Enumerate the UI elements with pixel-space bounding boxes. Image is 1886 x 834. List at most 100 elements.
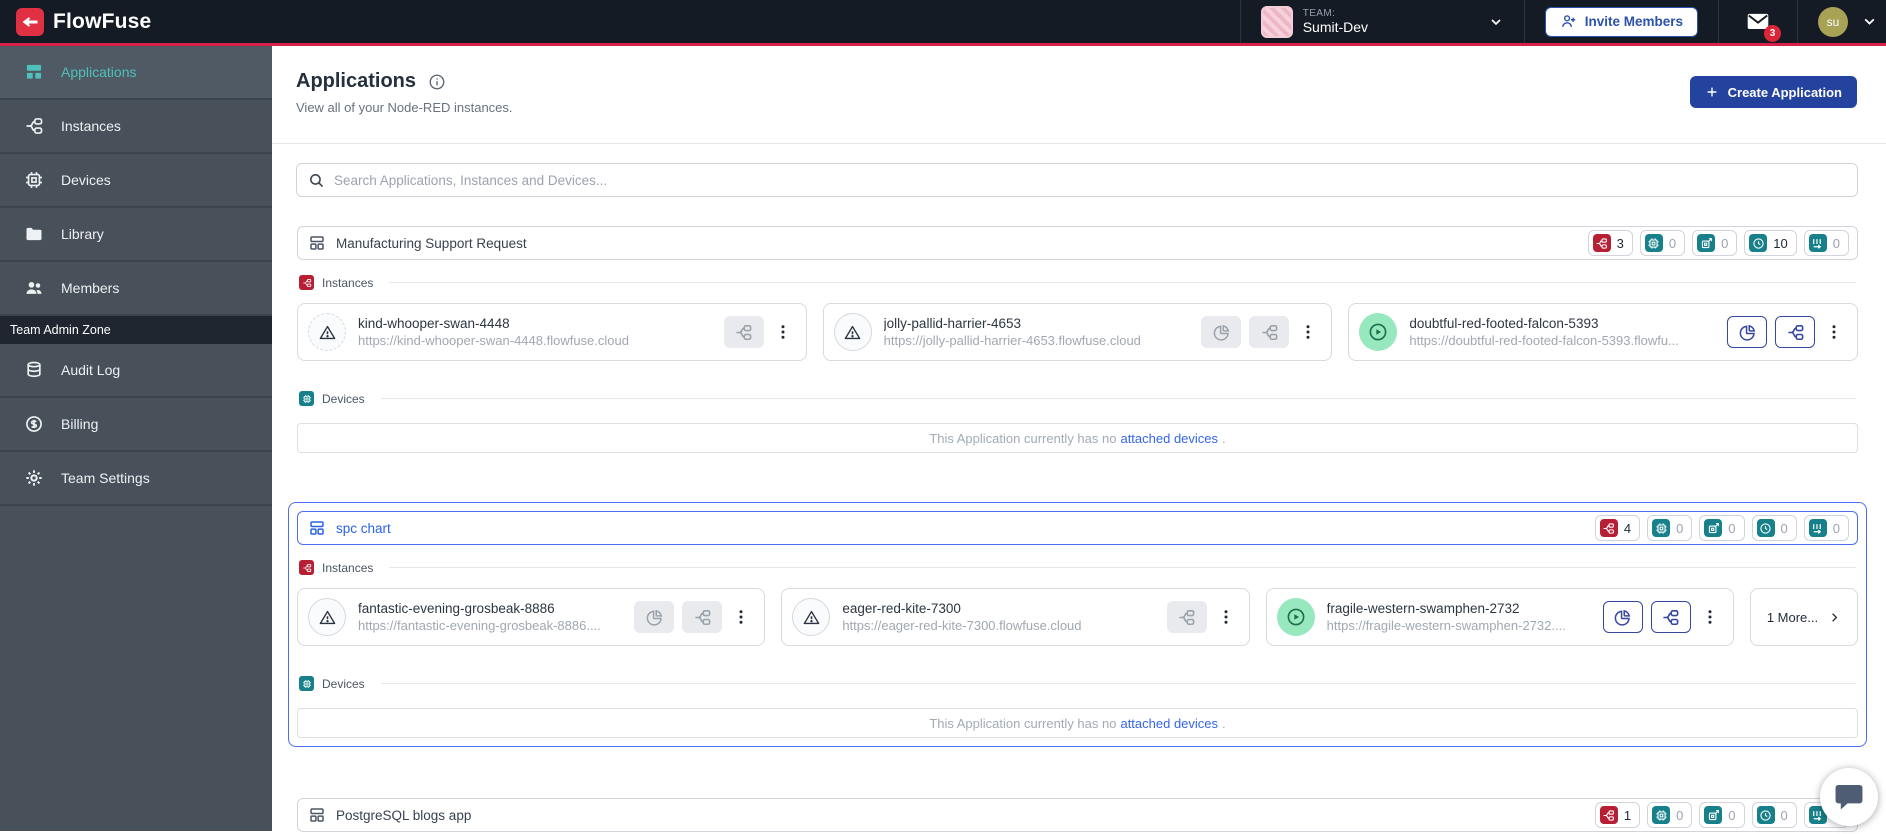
instance-tile[interactable]: fragile-western-swamphen-2732 https://fr… bbox=[1265, 588, 1734, 646]
team-name: Sumit-Dev bbox=[1302, 19, 1369, 36]
badge-devices[interactable]: 0 bbox=[1647, 802, 1693, 828]
badge-device-groups[interactable]: 0 bbox=[1699, 515, 1745, 541]
page-subtitle: View all of your Node-RED instances. bbox=[296, 100, 513, 115]
open-editor-button[interactable] bbox=[1775, 316, 1816, 348]
badge-snapshots[interactable]: 0 bbox=[1751, 515, 1797, 541]
open-editor-button[interactable] bbox=[1166, 601, 1207, 633]
sidebar-item-team-settings[interactable]: Team Settings bbox=[0, 452, 272, 506]
sidebar-item-audit-log[interactable]: Audit Log bbox=[0, 344, 272, 398]
clock-icon bbox=[1756, 806, 1775, 824]
mail-button[interactable]: 3 bbox=[1745, 9, 1781, 42]
badge-instances[interactable]: 3 bbox=[1587, 230, 1633, 256]
instances-section-label: Instances bbox=[299, 275, 1856, 290]
badge-snapshots[interactable]: 0 bbox=[1751, 802, 1797, 828]
sidebar-item-instances[interactable]: Instances bbox=[0, 100, 272, 154]
badge-count: 0 bbox=[1780, 520, 1788, 536]
instance-url: https://doubtful-red-footed-falcon-5393.… bbox=[1409, 333, 1679, 348]
application-header[interactable]: PostgreSQL blogs app 1 0 0 0 0 bbox=[297, 798, 1858, 832]
open-dashboard-button[interactable] bbox=[634, 601, 675, 633]
kebab-menu-button[interactable] bbox=[1215, 601, 1237, 633]
instance-tile[interactable]: kind-whooper-swan-4448 https://kind-whoo… bbox=[297, 303, 807, 361]
chip-icon bbox=[299, 676, 314, 691]
search-input[interactable] bbox=[334, 172, 1846, 188]
application-icon bbox=[308, 519, 326, 537]
pie-chart-icon bbox=[645, 608, 664, 627]
badge-count: 0 bbox=[1721, 235, 1729, 251]
open-editor-button[interactable] bbox=[723, 316, 764, 348]
badge-count: 0 bbox=[1780, 807, 1788, 823]
devices-section-label: Devices bbox=[299, 676, 1856, 691]
instance-tile[interactable]: fantastic-evening-grosbeak-8886 https://… bbox=[297, 588, 766, 646]
status-warning-icon bbox=[833, 313, 872, 351]
empty-devices-text: This Application currently has no bbox=[929, 715, 1117, 731]
open-editor-button[interactable] bbox=[1249, 316, 1290, 348]
chat-widget-button[interactable] bbox=[1820, 768, 1878, 826]
application-name: PostgreSQL blogs app bbox=[336, 807, 472, 823]
clock-icon bbox=[1756, 519, 1775, 537]
chip-icon bbox=[1644, 234, 1663, 252]
empty-devices-suffix: . bbox=[1222, 430, 1226, 446]
kebab-menu-button[interactable] bbox=[1297, 316, 1319, 348]
status-running-icon bbox=[1276, 598, 1315, 636]
open-dashboard-button[interactable] bbox=[1602, 601, 1643, 633]
user-avatar[interactable]: su bbox=[1818, 6, 1848, 37]
empty-devices-text: This Application currently has no bbox=[929, 430, 1117, 446]
info-icon[interactable] bbox=[428, 73, 446, 91]
sidebar-item-members[interactable]: Members bbox=[0, 262, 272, 316]
instance-tile[interactable]: doubtful-red-footed-falcon-5393 https://… bbox=[1348, 303, 1859, 361]
team-selector[interactable]: TEAM: Sumit-Dev bbox=[1239, 0, 1524, 43]
sidebar-item-label: Instances bbox=[61, 118, 121, 134]
badge-devices[interactable]: 0 bbox=[1639, 230, 1686, 256]
kebab-menu-button[interactable] bbox=[730, 601, 752, 633]
application-icon bbox=[308, 234, 326, 252]
attached-devices-link[interactable]: attached devices bbox=[1120, 430, 1219, 446]
badge-pipelines[interactable]: 0 bbox=[1803, 515, 1849, 541]
badge-snapshots[interactable]: 10 bbox=[1744, 230, 1797, 256]
open-dashboard-button[interactable] bbox=[1201, 316, 1242, 348]
team-admin-zone-header: Team Admin Zone bbox=[0, 316, 272, 344]
kebab-menu-button[interactable] bbox=[1699, 601, 1721, 633]
mail-count-badge: 3 bbox=[1764, 24, 1781, 42]
flowfuse-logo[interactable]: FlowFuse bbox=[0, 7, 167, 36]
gear-icon bbox=[24, 468, 44, 488]
sidebar-item-library[interactable]: Library bbox=[0, 208, 272, 262]
sidebar-item-devices[interactable]: Devices bbox=[0, 154, 272, 208]
node-red-icon bbox=[299, 275, 314, 290]
more-label: 1 More... bbox=[1766, 609, 1819, 625]
sidebar-item-label: Members bbox=[61, 280, 120, 296]
attached-devices-link[interactable]: attached devices bbox=[1120, 715, 1219, 731]
application-header[interactable]: spc chart 4 0 0 0 0 bbox=[297, 511, 1858, 545]
invite-members-button[interactable]: Invite Members bbox=[1544, 6, 1698, 37]
badge-pipelines[interactable]: 0 bbox=[1803, 230, 1849, 256]
kebab-menu-button[interactable] bbox=[772, 316, 794, 348]
instance-tile[interactable]: eager-red-kite-7300 https://eager-red-ki… bbox=[781, 588, 1250, 646]
instance-name: fantastic-evening-grosbeak-8886 bbox=[358, 601, 555, 616]
chip-icon bbox=[1652, 519, 1671, 537]
badge-instances[interactable]: 1 bbox=[1594, 802, 1641, 828]
chevron-down-icon[interactable] bbox=[1861, 13, 1878, 30]
status-warning-icon bbox=[308, 313, 346, 351]
sidebar-item-label: Applications bbox=[61, 64, 137, 80]
empty-devices-message: This Application currently has no attach… bbox=[297, 423, 1858, 453]
kebab-icon bbox=[1825, 323, 1843, 341]
pie-chart-icon bbox=[1738, 323, 1757, 342]
instance-tile[interactable]: jolly-pallid-harrier-4653 https://jolly-… bbox=[822, 303, 1333, 361]
divider bbox=[389, 282, 1856, 283]
create-application-button[interactable]: Create Application bbox=[1689, 76, 1857, 108]
kebab-menu-button[interactable] bbox=[1823, 316, 1845, 348]
open-editor-button[interactable] bbox=[1650, 601, 1691, 633]
sidebar-item-label: Library bbox=[61, 226, 104, 242]
sidebar-item-applications[interactable]: Applications bbox=[0, 46, 272, 100]
open-dashboard-button[interactable] bbox=[1727, 316, 1768, 348]
pipelines-icon bbox=[1808, 234, 1827, 252]
invite-section: Invite Members bbox=[1523, 0, 1718, 43]
open-editor-button[interactable] bbox=[682, 601, 723, 633]
sidebar-item-billing[interactable]: Billing bbox=[0, 398, 272, 452]
badge-device-groups[interactable]: 0 bbox=[1699, 802, 1745, 828]
more-instances-button[interactable]: 1 More... bbox=[1749, 588, 1858, 646]
instance-name: doubtful-red-footed-falcon-5393 bbox=[1409, 316, 1599, 331]
badge-device-groups[interactable]: 0 bbox=[1692, 230, 1738, 256]
application-header[interactable]: Manufacturing Support Request 3 0 0 10 0 bbox=[297, 226, 1858, 260]
badge-instances[interactable]: 4 bbox=[1594, 515, 1641, 541]
badge-devices[interactable]: 0 bbox=[1647, 515, 1693, 541]
